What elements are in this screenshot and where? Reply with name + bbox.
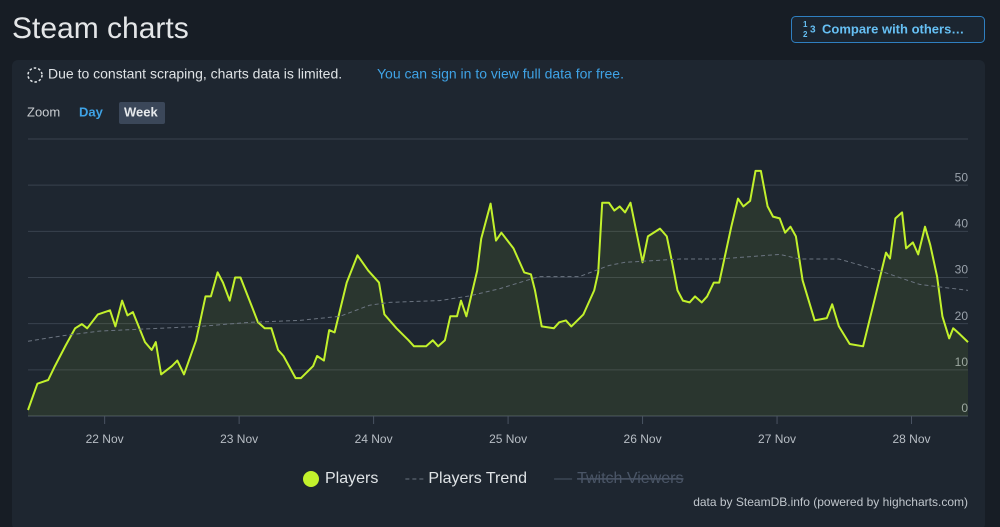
legend: Players Players Trend Twitch Viewers: [303, 470, 684, 487]
panel: [12, 60, 985, 527]
x-tick-label: 27 Nov: [758, 432, 796, 446]
zoom-option[interactable]: Day: [79, 104, 104, 119]
players-area: [28, 170, 968, 416]
y-tick-label: 20: [955, 309, 969, 323]
notice-text: Due to constant scraping, charts data is…: [48, 66, 342, 82]
series-line: [27, 169, 969, 411]
x-tick-label: 24 Nov: [355, 432, 393, 446]
x-tick-label: 22 Nov: [86, 432, 124, 446]
x-tick-label: 23 Nov: [220, 432, 258, 446]
y-tick-label: 0: [961, 401, 968, 415]
series-line: [27, 253, 969, 342]
compare-button[interactable]: 1 2 3 Compare with others…: [791, 16, 985, 43]
button-icon: 2: [803, 30, 808, 39]
y-tick-label: 10: [955, 355, 969, 369]
zoom-option[interactable]: Week: [124, 104, 158, 119]
zoom-selected-bg: [119, 102, 165, 124]
button-icon: 1: [803, 20, 808, 29]
plot: 0 10 20 30 40 50 22 Nov 23 Nov 24 Nov 25 Nov 26 No…: [27, 138, 969, 446]
notice-icon: [27, 67, 43, 83]
page-title: Steam charts: [12, 12, 189, 45]
legend-label[interactable]: Players: [325, 470, 378, 487]
x-tick-label: 26 Nov: [624, 432, 662, 446]
x-tick-label: 25 Nov: [489, 432, 527, 446]
y-tick-label: 30: [955, 263, 969, 277]
legend-symbol[interactable]: [303, 471, 319, 487]
zoom-options: Day Week: [79, 102, 165, 124]
button-icon: 3: [810, 25, 816, 36]
zoom-label: Zoom: [27, 104, 60, 119]
button-frame[interactable]: [791, 16, 985, 43]
button-label[interactable]: Compare with others…: [822, 21, 964, 36]
x-tick-label: 28 Nov: [893, 432, 931, 446]
sign-in-link[interactable]: You can sign in to view full data for fr…: [377, 66, 624, 82]
legend-label[interactable]: Players Trend: [428, 470, 527, 487]
y-tick-label: 40: [955, 217, 969, 231]
credit: data by SteamDB.info (powered by highcha…: [693, 495, 968, 509]
y-tick-label: 50: [955, 170, 969, 184]
